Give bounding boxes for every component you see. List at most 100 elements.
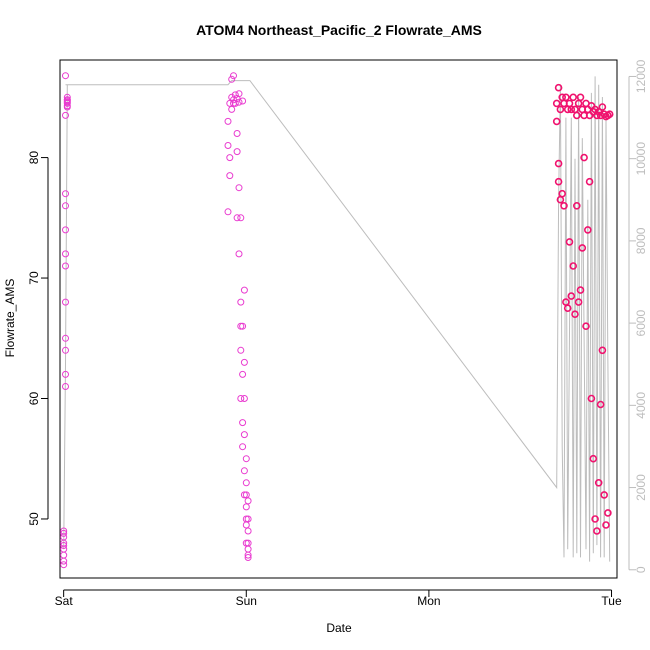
data-point <box>589 454 598 463</box>
data-point <box>583 226 592 234</box>
data-point <box>239 443 247 451</box>
data-point <box>240 491 248 499</box>
data-point <box>572 111 581 120</box>
data-point <box>60 557 68 565</box>
data-point <box>244 497 252 505</box>
data-point <box>563 304 572 313</box>
data-point <box>62 190 69 198</box>
data-point <box>242 503 250 511</box>
data-point <box>60 527 68 535</box>
data-point <box>224 117 232 125</box>
data-point <box>237 214 245 222</box>
y-tick-label: 80 <box>27 151 41 165</box>
data-point <box>233 95 241 102</box>
data-point <box>578 244 587 252</box>
x-axis: Sat Sun Mon Tue <box>55 589 622 608</box>
data-point <box>571 310 579 319</box>
right-axis-tick-label: 2000 <box>634 474 648 501</box>
data-point <box>62 298 69 306</box>
data-point <box>237 395 245 402</box>
data-point <box>556 105 565 114</box>
data-point <box>562 93 570 102</box>
data-point <box>60 551 68 559</box>
data-point <box>239 97 247 105</box>
data-point <box>235 90 243 98</box>
data-point <box>242 479 250 487</box>
points-layer <box>60 72 614 569</box>
data-point <box>562 298 570 306</box>
data-point <box>62 72 69 80</box>
data-point <box>226 154 234 162</box>
data-point <box>62 226 69 234</box>
data-point <box>587 394 596 403</box>
data-point <box>554 159 563 168</box>
data-point <box>60 561 68 569</box>
plot-area <box>59 59 618 579</box>
data-point <box>233 148 241 156</box>
x-axis-label: Date <box>326 621 352 635</box>
data-point <box>237 298 245 306</box>
y-tick-label: 50 <box>27 512 41 526</box>
data-point <box>224 208 232 216</box>
data-point <box>230 72 237 80</box>
data-point <box>239 370 247 378</box>
data-point <box>558 189 567 198</box>
data-point <box>228 105 236 113</box>
right-axis-tick-label: 0 <box>634 566 648 573</box>
data-point <box>596 400 605 409</box>
data-point <box>591 515 599 523</box>
y-tick-label: 70 <box>27 271 41 285</box>
data-point <box>598 346 607 355</box>
data-point <box>600 491 609 499</box>
data-point <box>239 419 247 427</box>
data-point <box>572 202 581 210</box>
data-point <box>62 202 69 210</box>
right-axis-tick-label: 10000 <box>634 142 648 176</box>
data-point <box>567 105 576 114</box>
data-point <box>244 545 252 553</box>
data-point <box>224 142 232 149</box>
data-point <box>569 93 578 102</box>
data-point <box>554 177 563 186</box>
data-point <box>62 346 69 354</box>
data-point <box>240 286 248 294</box>
data-point <box>244 527 252 535</box>
x-tick-label: Tue <box>601 594 622 608</box>
data-point <box>233 214 241 222</box>
data-point <box>60 529 68 537</box>
data-point <box>231 99 239 107</box>
data-point <box>242 455 250 463</box>
data-point <box>240 395 248 402</box>
x-tick-label: Mon <box>417 594 440 608</box>
data-point <box>565 238 574 246</box>
data-point <box>231 91 239 99</box>
data-point <box>552 99 561 108</box>
data-point <box>226 172 234 180</box>
data-point <box>235 250 243 258</box>
data-point <box>228 75 236 83</box>
x-tick-label: Sun <box>236 594 257 608</box>
data-point <box>60 542 68 549</box>
data-point <box>604 509 612 517</box>
secondary-series-line <box>63 76 611 562</box>
data-point <box>244 515 252 523</box>
data-point <box>598 103 607 111</box>
data-point <box>569 262 578 270</box>
data-point <box>576 93 585 102</box>
data-point <box>552 117 561 126</box>
data-point <box>602 521 610 529</box>
data-point <box>63 96 71 104</box>
data-point <box>235 98 243 106</box>
data-point <box>62 334 69 342</box>
chart-title: ATOM4 Northeast_Pacific_2 Flowrate_AMS <box>196 22 482 38</box>
data-point <box>574 298 583 306</box>
data-point <box>240 431 248 439</box>
data-point <box>242 521 250 529</box>
data-point <box>237 346 245 354</box>
data-point <box>240 358 248 366</box>
data-point <box>63 93 71 101</box>
data-point <box>235 184 243 192</box>
data-point <box>593 527 601 535</box>
data-point <box>605 110 614 118</box>
